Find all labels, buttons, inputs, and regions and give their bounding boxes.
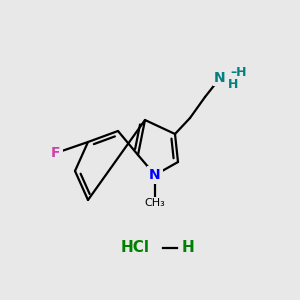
Text: CH₃: CH₃: [145, 198, 165, 208]
Text: F: F: [51, 146, 61, 160]
Text: N: N: [149, 168, 161, 182]
Text: –H: –H: [230, 67, 247, 80]
Text: H: H: [228, 79, 238, 92]
Text: N: N: [214, 71, 226, 85]
Text: HCl: HCl: [121, 241, 149, 256]
Text: H: H: [182, 241, 195, 256]
